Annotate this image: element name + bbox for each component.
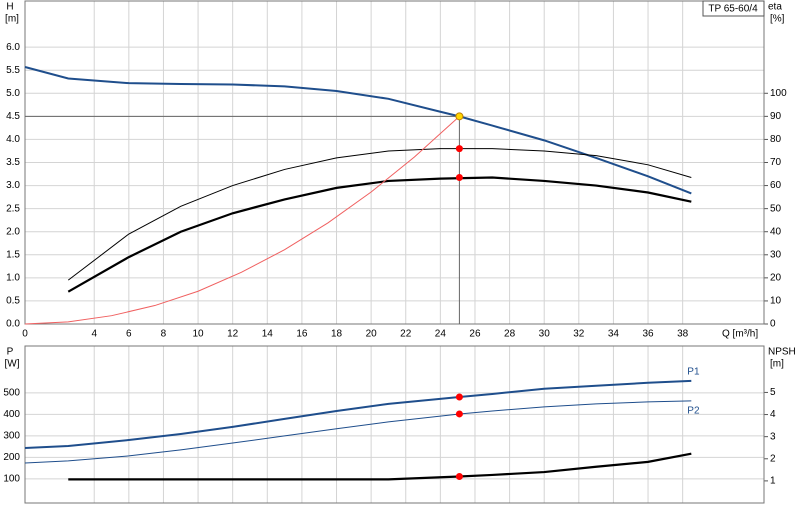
x-tick-label: 0	[22, 329, 28, 340]
y-tick-label: 6.0	[6, 42, 20, 53]
y2-axis-unit: [%]	[770, 14, 785, 25]
y2-tick-label: 100	[770, 88, 787, 99]
y2-tick-label: 4	[770, 409, 776, 420]
y-tick-label: 1.5	[6, 249, 20, 260]
y-tick-label: 1.0	[6, 272, 20, 283]
y2-tick-label: 30	[770, 249, 782, 260]
y2-tick-label: 80	[770, 134, 782, 145]
series-line	[24, 66, 692, 195]
y2-tick-label: 3	[770, 431, 776, 442]
series-line	[67, 176, 692, 293]
legend-text: TP 65-60/4	[708, 4, 758, 15]
y2-tick-label: 90	[770, 111, 782, 122]
x-tick-label: 30	[539, 329, 551, 340]
x-tick-label: 28	[504, 329, 516, 340]
x-tick-label: 22	[400, 329, 412, 340]
x-tick-label: 14	[262, 329, 274, 340]
y-axis-unit: [m]	[5, 14, 19, 25]
y2-tick-label: 5	[770, 387, 776, 398]
y2-tick-label: 2	[770, 453, 776, 464]
y2-tick-label: 0	[770, 319, 776, 330]
y-tick-label: 300	[3, 431, 20, 442]
y-tick-label: 4.5	[6, 111, 20, 122]
y2-axis-unit: [m]	[770, 359, 784, 370]
y2-tick-label: 40	[770, 226, 782, 237]
y2-tick-label: 50	[770, 203, 782, 214]
y-tick-label: 3.0	[6, 180, 20, 191]
series-line	[68, 452, 692, 481]
duty-point	[455, 112, 464, 121]
duty-point	[455, 173, 463, 181]
y-axis-unit: [W]	[5, 359, 20, 370]
y-tick-label: 2.5	[6, 203, 20, 214]
duty-point	[455, 472, 463, 480]
y-tick-label: 3.5	[6, 157, 20, 168]
y2-tick-label: 70	[770, 157, 782, 168]
y-tick-label: 5.0	[6, 88, 20, 99]
y-axis-label: H	[6, 2, 13, 13]
duty-point	[455, 393, 463, 401]
y-tick-label: 2.0	[6, 226, 20, 237]
x-tick-label: 12	[227, 329, 239, 340]
x-tick-label: 24	[435, 329, 447, 340]
x-tick-label: 8	[161, 329, 167, 340]
y2-axis-label: NPSH	[768, 347, 796, 358]
x-tick-label: 10	[193, 329, 205, 340]
series-label: P1	[687, 366, 700, 377]
series-line	[24, 115, 460, 325]
duty-point	[455, 145, 463, 153]
y2-tick-label: 1	[770, 476, 776, 487]
y-tick-label: 500	[3, 388, 20, 399]
x-tick-label: 38	[677, 329, 689, 340]
y2-tick-label: 60	[770, 180, 782, 191]
x-tick-label: 20	[366, 329, 378, 340]
x-tick-label: 6	[126, 329, 132, 340]
y-tick-label: 400	[3, 409, 20, 420]
x-tick-label: 18	[331, 329, 343, 340]
plot-frame	[24, 0, 765, 325]
legend-box	[702, 0, 765, 17]
y2-tick-label: 10	[770, 296, 782, 307]
y-tick-label: 200	[3, 452, 20, 463]
series-label: P2	[687, 405, 700, 416]
y-tick-label: 0.5	[6, 296, 20, 307]
x-tick-label: 4	[91, 329, 97, 340]
series-line	[67, 148, 692, 281]
y-tick-label: 0.0	[6, 319, 20, 330]
x-axis-label: Q [m³/h]	[722, 329, 758, 340]
y-axis-label: P	[7, 347, 14, 358]
y-tick-label: 5.5	[6, 65, 20, 76]
plot-frame	[24, 345, 765, 504]
x-tick-label: 36	[642, 329, 654, 340]
series-line	[24, 379, 692, 449]
series-line	[24, 400, 692, 464]
x-tick-label: 16	[296, 329, 308, 340]
x-tick-label: 32	[573, 329, 585, 340]
y-tick-label: 100	[3, 474, 20, 485]
y2-tick-label: 20	[770, 272, 782, 283]
duty-point	[455, 410, 463, 418]
y2-axis-label: eta	[768, 2, 782, 13]
y-tick-label: 4.0	[6, 134, 20, 145]
x-tick-label: 26	[469, 329, 481, 340]
x-tick-label: 34	[608, 329, 620, 340]
